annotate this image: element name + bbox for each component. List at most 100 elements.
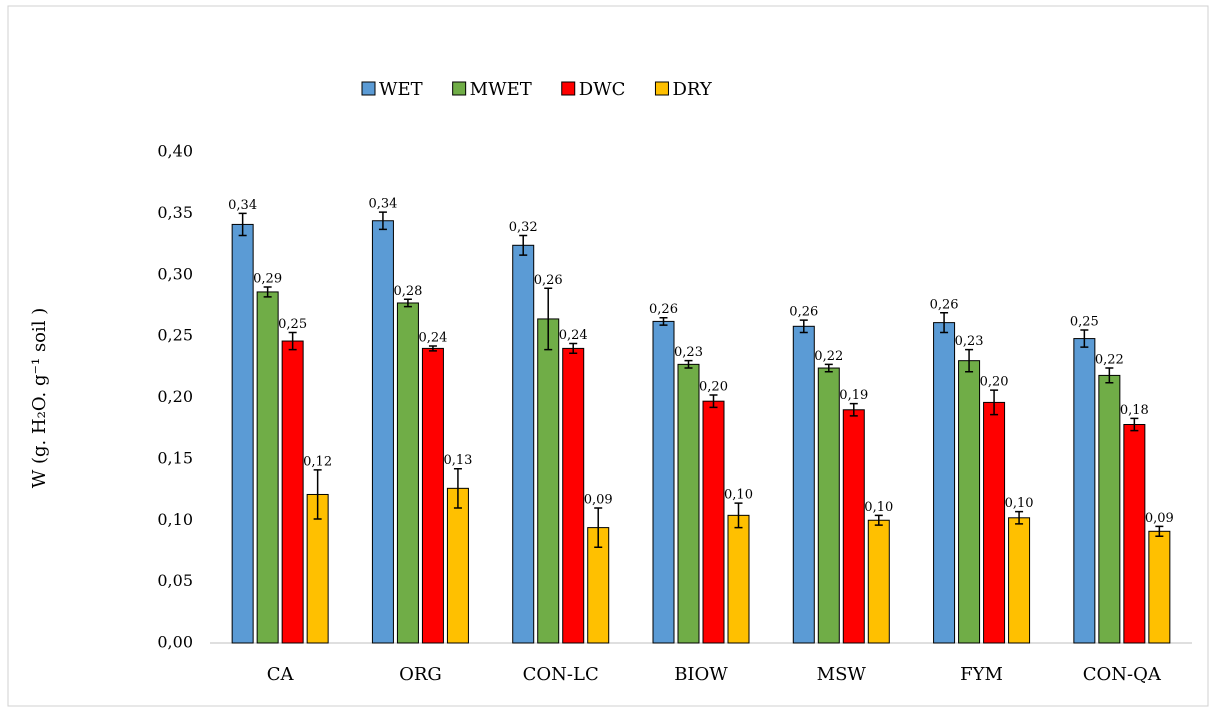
value-label: 0,29 [253,272,282,287]
bar [652,320,675,644]
x-tick-label: MSW [817,664,867,685]
y-tick-label: 0,25 [157,326,193,345]
bar [537,318,560,644]
value-label: 0,09 [584,492,613,507]
value-label: 0,22 [1095,353,1124,368]
value-label: 0,25 [1070,314,1099,329]
value-label: 0,24 [559,328,588,343]
value-label: 0,26 [534,273,563,288]
legend-swatch [361,81,376,96]
legend-label: DWC [579,79,626,100]
error-bar [428,345,437,352]
bar [677,363,700,644]
value-label: 0,19 [839,388,868,403]
value-label: 0,09 [1145,511,1174,526]
y-tick-label: 0,15 [157,448,193,467]
error-bar [734,502,743,529]
value-label: 0,28 [393,284,422,299]
error-bar [799,319,808,334]
value-label: 0,23 [955,334,984,349]
legend-label: WET [379,79,423,100]
y-tick-label: 0,40 [157,142,193,161]
x-tick-label: CON-QA [1083,664,1162,685]
error-bar [824,363,833,373]
error-bar [940,312,949,334]
bar [1123,424,1146,644]
bar [1148,530,1171,644]
value-label: 0,22 [814,349,843,364]
legend-label: MWET [470,79,532,100]
bar [396,302,419,644]
bar [446,487,469,644]
error-bar [1105,367,1114,384]
x-tick-label: ORG [399,664,442,685]
error-bar [594,507,603,549]
legend-label: DRY [672,79,712,100]
error-bar [1015,510,1024,525]
error-bar [544,287,553,351]
error-bar [990,389,999,416]
error-bar [659,316,668,326]
x-tick-label: CON-LC [523,664,599,685]
bar [421,347,444,644]
legend-swatch [452,81,467,96]
value-label: 0,26 [930,297,959,312]
error-bar [1130,417,1139,432]
error-bar [263,286,272,298]
y-tick-label: 0,10 [157,510,193,529]
bar [933,322,956,644]
error-bar [453,467,462,509]
x-tick-label: FYM [960,664,1003,685]
error-bar [1155,525,1164,537]
value-label: 0,10 [864,500,893,515]
bar [842,409,865,644]
x-tick-label: BIOW [674,664,728,685]
legend-swatch [561,81,576,96]
bar [562,347,585,644]
error-bar [519,234,528,256]
bar [1073,338,1096,644]
value-label: 0,25 [278,317,307,332]
y-tick-label: 0,05 [157,571,193,590]
error-bar [313,469,322,520]
value-label: 0,20 [980,375,1009,390]
y-tick-label: 0,20 [157,387,193,406]
bar [1008,517,1031,644]
bar [1098,374,1121,644]
chart-border [7,5,1209,707]
bar [958,360,981,644]
error-bar [849,402,858,417]
bar [371,220,394,644]
error-bar [1080,329,1089,348]
error-bar [288,331,297,351]
error-bar [238,212,247,237]
value-label: 0,24 [418,330,447,345]
value-label: 0,20 [699,380,728,395]
value-label: 0,34 [228,198,257,213]
bar [702,400,725,644]
value-label: 0,32 [509,220,538,235]
y-tick-label: 0,00 [157,633,193,652]
value-label: 0,10 [724,488,753,503]
error-bar [874,514,883,526]
value-label: 0,26 [649,302,678,317]
bar [256,291,279,644]
error-bar [403,298,412,308]
value-label: 0,23 [674,345,703,360]
bar [983,401,1006,644]
bar [867,519,890,644]
error-bar [684,359,693,369]
value-label: 0,10 [1005,496,1034,511]
value-label: 0,34 [368,197,397,212]
bar [281,340,304,644]
y-tick-label: 0,35 [157,203,193,222]
error-bar [569,342,578,355]
x-tick-label: CA [267,664,295,685]
value-label: 0,18 [1120,403,1149,418]
value-label: 0,12 [303,454,332,469]
value-label: 0,13 [443,453,472,468]
bar [512,244,535,644]
y-tick-label: 0,30 [157,264,193,283]
error-bar [378,211,387,231]
